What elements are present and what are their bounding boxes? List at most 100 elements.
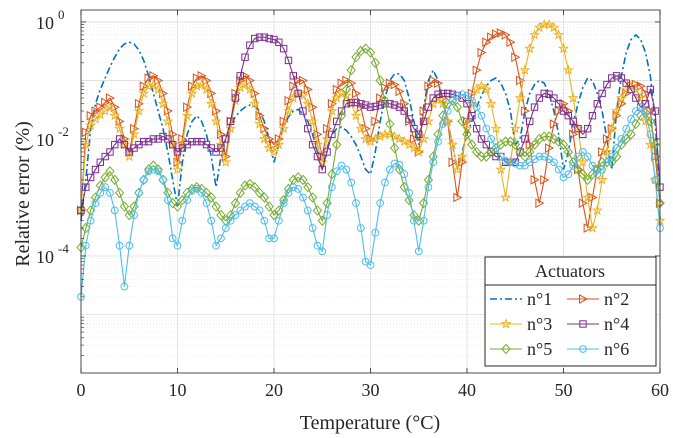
data-point	[579, 130, 587, 139]
data-point	[424, 183, 433, 192]
data-point	[352, 88, 362, 99]
data-point	[646, 106, 656, 116]
data-point	[371, 228, 380, 237]
data-point	[631, 107, 640, 115]
data-point	[567, 92, 579, 103]
data-point	[586, 222, 598, 233]
data-point	[427, 98, 439, 109]
data-point	[598, 147, 608, 157]
data-point	[317, 215, 327, 227]
data-point	[645, 116, 656, 127]
data-point	[376, 101, 384, 109]
data-point	[101, 97, 111, 108]
data-point	[529, 139, 540, 150]
legend-label: n°2	[604, 289, 629, 309]
data-point	[149, 135, 158, 143]
data-point	[225, 122, 237, 134]
data-point	[583, 152, 592, 161]
data-point	[410, 124, 418, 133]
data-point	[303, 84, 313, 95]
data-point	[255, 206, 264, 215]
data-point	[133, 105, 145, 116]
data-point	[501, 30, 511, 40]
data-point	[163, 196, 172, 205]
data-point	[631, 118, 641, 130]
data-point	[458, 90, 467, 99]
data-point	[289, 183, 298, 192]
data-point	[549, 158, 558, 167]
data-point	[270, 234, 278, 243]
y-tick-label: 10	[36, 130, 54, 150]
data-point	[197, 70, 207, 81]
data-point	[578, 198, 588, 208]
data-point	[448, 96, 457, 105]
data-point	[216, 129, 226, 140]
data-point	[463, 116, 473, 127]
data-point	[405, 188, 414, 197]
series-line	[80, 24, 661, 229]
data-point	[200, 83, 212, 95]
data-point	[144, 73, 154, 83]
data-point	[120, 140, 129, 149]
data-point	[606, 122, 618, 134]
data-point	[500, 191, 512, 203]
data-point	[192, 185, 201, 193]
data-point	[341, 84, 352, 95]
data-point	[535, 152, 544, 161]
data-point	[612, 72, 621, 80]
data-point	[516, 75, 526, 86]
data-point	[365, 47, 376, 58]
data-point	[245, 75, 255, 86]
data-point	[269, 209, 279, 221]
data-point	[265, 234, 274, 243]
data-point	[393, 133, 405, 144]
y-tick-exponent: -4	[58, 241, 69, 256]
legend-title: Actuators	[535, 261, 605, 281]
tick-layer: 0 10 20 30 40 50 60 10 -4 10 -2 10 0	[36, 7, 669, 400]
data-point	[327, 168, 337, 180]
data-point	[186, 87, 198, 99]
data-point	[326, 105, 338, 116]
data-point	[217, 144, 225, 152]
data-point	[197, 188, 206, 197]
data-point	[340, 89, 352, 101]
data-point	[472, 124, 481, 133]
legend-item-3: n°3	[490, 314, 552, 334]
data-point	[193, 137, 201, 146]
data-point	[434, 137, 442, 146]
data-point	[115, 135, 124, 143]
data-point	[255, 110, 265, 121]
y-tick-label: 10	[36, 247, 54, 267]
data-point	[202, 199, 211, 208]
legend-label: n°3	[527, 314, 552, 334]
data-point	[371, 116, 381, 127]
data-point	[607, 152, 616, 161]
data-point	[467, 96, 476, 105]
data-point	[318, 247, 327, 256]
data-point	[588, 111, 597, 120]
data-point	[463, 91, 471, 100]
data-point	[297, 89, 309, 101]
data-point	[304, 124, 312, 133]
data-point	[519, 64, 531, 75]
data-point	[627, 85, 635, 94]
data-point	[164, 135, 172, 143]
data-point	[361, 123, 371, 134]
data-point	[516, 161, 524, 170]
data-point	[370, 57, 380, 69]
data-point	[562, 64, 574, 75]
data-point	[207, 144, 215, 152]
data-point	[80, 138, 92, 150]
data-point	[453, 91, 462, 100]
data-point	[236, 72, 244, 80]
data-point	[298, 75, 309, 86]
data-point	[163, 106, 173, 116]
data-point	[444, 89, 452, 98]
data-point	[602, 134, 612, 144]
data-point	[414, 215, 424, 227]
data-point	[385, 165, 394, 174]
data-point	[414, 247, 423, 256]
data-point	[487, 32, 497, 42]
data-point	[400, 107, 408, 115]
data-point	[173, 157, 183, 168]
